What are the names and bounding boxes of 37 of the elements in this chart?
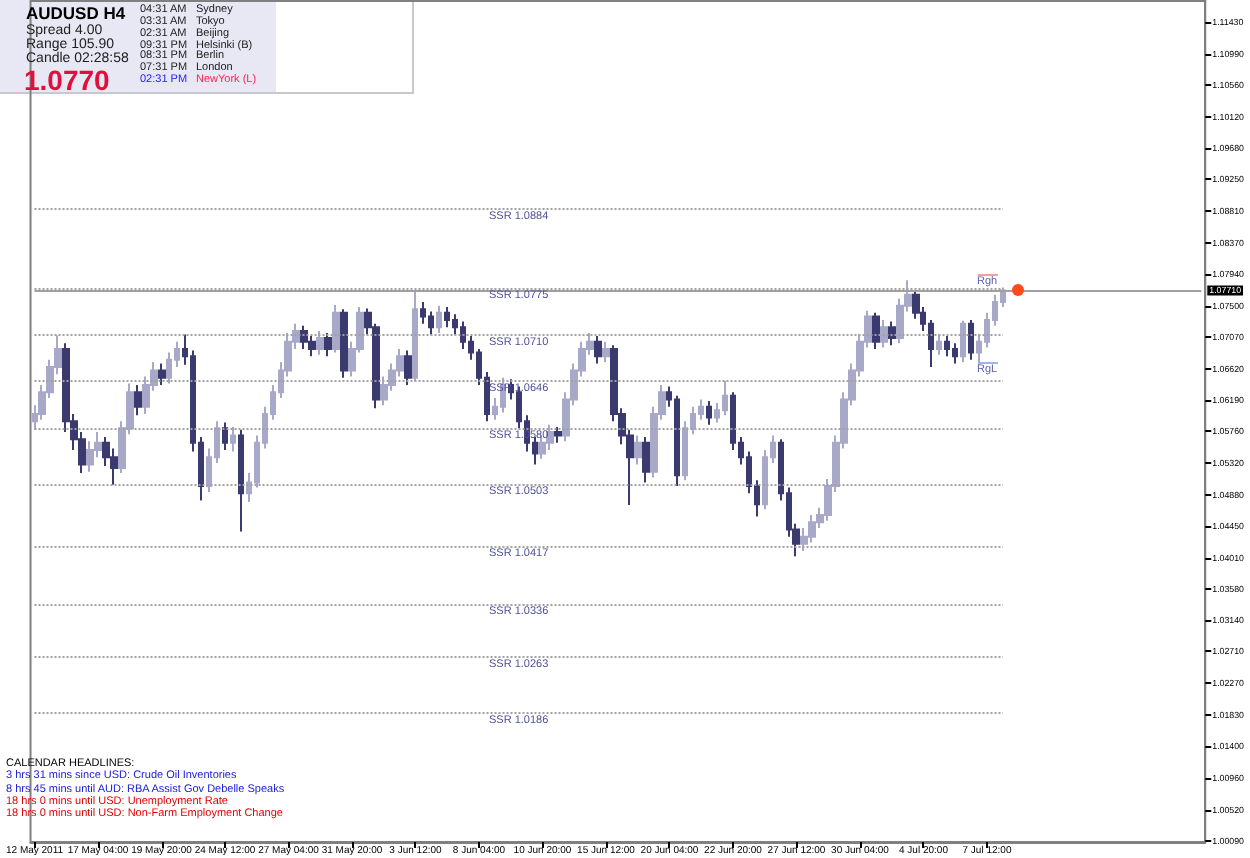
candlestick [86, 440, 94, 473]
annotation: 1.0770 [24, 63, 110, 95]
candlestick [428, 310, 434, 336]
candlestick [554, 425, 562, 444]
candlestick [158, 362, 166, 387]
candlestick [722, 379, 728, 417]
candlestick [880, 319, 888, 349]
candlestick [332, 303, 340, 354]
candlestick [706, 399, 712, 426]
candlestick [968, 319, 974, 361]
candlestick [134, 384, 142, 417]
candlestick [642, 436, 650, 484]
candlestick [404, 349, 412, 387]
candlestick [634, 434, 642, 466]
candlestick [324, 332, 332, 358]
candlestick [230, 425, 236, 453]
candlestick [238, 428, 244, 533]
chart-title: AUDUSD H4 [26, 3, 126, 23]
candlestick [340, 308, 348, 379]
candlestick [888, 320, 896, 347]
candlestick [808, 513, 816, 544]
candlestick [952, 342, 958, 365]
candlestick [872, 311, 880, 350]
candlestick [594, 334, 602, 365]
candlestick [222, 421, 228, 452]
candlestick [936, 333, 942, 356]
candlestick [308, 334, 316, 358]
candlestick [546, 423, 554, 452]
candlestick [412, 289, 418, 383]
candlestick [960, 319, 966, 363]
candlestick [316, 329, 324, 356]
candlestick [944, 334, 950, 358]
candlestick [436, 304, 442, 335]
candlestick [674, 394, 680, 488]
candlestick [444, 306, 450, 329]
candlestick [602, 340, 610, 363]
candlestick [300, 324, 308, 350]
